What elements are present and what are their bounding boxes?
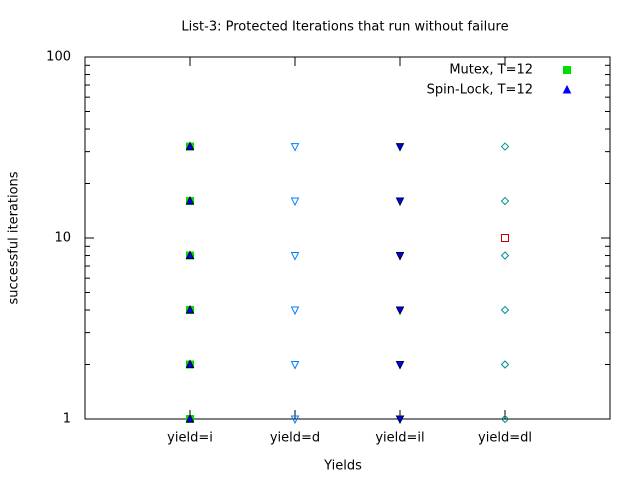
point <box>395 361 405 370</box>
point <box>500 414 510 424</box>
y-tick-label: 100 <box>46 50 71 65</box>
point <box>500 196 510 206</box>
x-axis-label: Yields <box>323 459 362 474</box>
chart-title: List-3: Protected Iterations that run wi… <box>181 20 508 35</box>
point <box>501 234 509 242</box>
point <box>290 252 300 261</box>
y-tick-label: 10 <box>54 231 71 246</box>
y-tick-label: 1 <box>63 412 71 427</box>
point <box>185 141 195 151</box>
legend-marker <box>562 84 572 94</box>
point <box>500 360 510 369</box>
point <box>185 304 195 314</box>
y-axis-label: successful iterations <box>7 171 22 304</box>
x-tick-label: yield=dl <box>478 431 532 446</box>
point <box>290 143 300 152</box>
point <box>290 415 300 425</box>
point <box>500 305 510 315</box>
point <box>395 306 405 316</box>
x-tick-label: yield=d <box>270 431 320 446</box>
point <box>185 359 195 369</box>
point <box>500 251 510 260</box>
x-tick-label: yield=i <box>167 431 213 446</box>
point <box>185 250 195 260</box>
point <box>395 415 405 425</box>
point <box>290 361 300 370</box>
point <box>290 197 300 207</box>
legend-label: Mutex, T=12 <box>449 63 533 78</box>
point <box>185 195 195 205</box>
point <box>185 413 195 423</box>
point <box>395 252 405 261</box>
legend-marker <box>563 66 571 74</box>
legend-label: Spin-Lock, T=12 <box>427 83 533 98</box>
x-tick-label: yield=il <box>375 431 424 446</box>
point <box>500 142 510 151</box>
point <box>395 143 405 152</box>
point <box>290 306 300 316</box>
point <box>395 197 405 207</box>
